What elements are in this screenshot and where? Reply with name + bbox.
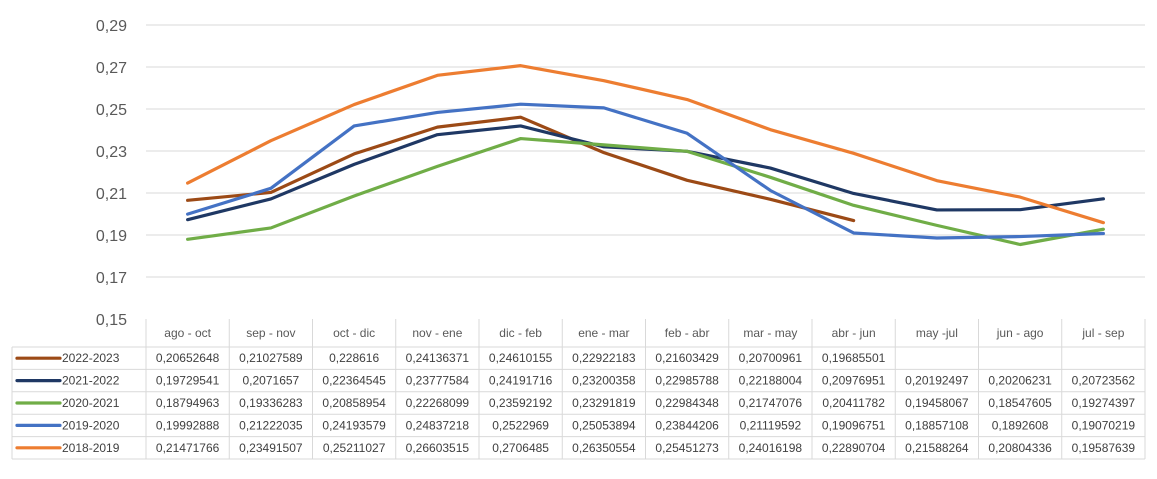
gridlines [146, 24, 1145, 278]
table-cell-value: 0,25211027 [323, 441, 386, 455]
series-name-label: 2019-2020 [62, 418, 120, 432]
x-category-label: mar - may [743, 326, 797, 340]
y-tick-label: 0,15 [96, 312, 127, 329]
table-cell-value: 0,19070219 [1072, 418, 1136, 432]
table-cell-value: 0,22984348 [655, 396, 719, 410]
x-category-label: dic - feb [499, 326, 542, 340]
x-category-label: may -jul [916, 326, 958, 340]
x-category-label: sep - nov [246, 326, 295, 340]
table-cell-value: 0,24193579 [322, 418, 386, 432]
table-cell-value: 0,21588264 [905, 441, 969, 455]
table-cell-value: 0,24016198 [739, 441, 803, 455]
table-cell-value: 0,21603429 [655, 351, 719, 365]
table-cell-value: 0,19729541 [156, 374, 220, 388]
table-cell-value: 0,20206231 [988, 374, 1052, 388]
y-tick-label: 0,21 [96, 186, 127, 203]
table-cell-value: 0,2071657 [243, 374, 300, 388]
table-cell-value: 0,2522969 [492, 418, 549, 432]
table-cell-value: 0,21027589 [239, 351, 303, 365]
y-axis-ticks: 0,15 0,17 0,19 0,21 0,23 0,25 0,27 0,29 [96, 18, 127, 329]
table-cell-value: 0,19096751 [822, 418, 886, 432]
table-cell-value: 0,23491507 [239, 441, 303, 455]
y-tick-label: 0,19 [96, 228, 127, 245]
table-cell-value: 0,228616 [329, 351, 379, 365]
table-cell-value: 0,24191716 [489, 374, 553, 388]
x-category-label: nov - ene [412, 326, 462, 340]
table-cell-value: 0,21222035 [239, 418, 303, 432]
table-cell-value: 0,20192497 [905, 374, 969, 388]
table-cell-value: 0,26603515 [406, 441, 470, 455]
y-tick-label: 0,27 [96, 60, 127, 77]
series-name-label: 2020-2021 [62, 396, 120, 410]
table-cell-value: 0,22364545 [322, 374, 386, 388]
x-category-label: ago - oct [164, 326, 211, 340]
table-cell-value: 0,19274397 [1072, 396, 1136, 410]
table-cell-value: 0,19992888 [156, 418, 220, 432]
series-line-2018-2019 [186, 64, 1105, 225]
table-cell-value: 0,23291819 [572, 396, 636, 410]
table-cell-value: 0,19336283 [239, 396, 303, 410]
table-cell-value: 0,21471766 [156, 441, 220, 455]
series-line-2020-2021 [186, 136, 1105, 247]
series-lines [186, 64, 1105, 247]
table-cell-value: 0,1892608 [992, 418, 1049, 432]
x-category-label: oct - dic [333, 326, 375, 340]
table-cell-value: 0,26350554 [572, 441, 636, 455]
table-cell-value: 0,18547605 [988, 396, 1052, 410]
x-category-label: abr - jun [832, 326, 876, 340]
table-cell-value: 0,23592192 [489, 396, 553, 410]
x-category-label: jun - ago [996, 326, 1044, 340]
series-name-label: 2022-2023 [62, 351, 120, 365]
table-cell-value: 0,21119592 [740, 418, 802, 432]
x-category-label: feb - abr [665, 326, 710, 340]
table-cell-value: 0,25053894 [572, 418, 636, 432]
series-name-label: 2018-2019 [62, 441, 120, 455]
table-cell-value: 0,20858954 [322, 396, 386, 410]
x-category-label: ene - mar [578, 326, 629, 340]
table-cell-value: 0,22268099 [406, 396, 470, 410]
table-cell-value: 0,22922183 [572, 351, 636, 365]
x-category-label: jul - sep [1081, 326, 1124, 340]
table-cell-value: 0,24837218 [406, 418, 470, 432]
table-cell-value: 0,23844206 [655, 418, 719, 432]
table-cell-value: 0,24136371 [406, 351, 470, 365]
table-cell-value: 0,2706485 [492, 441, 549, 455]
table-cell-value: 0,25451273 [655, 441, 719, 455]
table-cell-value: 0,22188004 [739, 374, 803, 388]
series-name-label: 2021-2022 [62, 374, 120, 388]
table-cell-value: 0,20700961 [739, 351, 803, 365]
table-cell-value: 0,19685501 [822, 351, 886, 365]
table-cell-value: 0,20976951 [822, 374, 886, 388]
table-cell-value: 0,19587639 [1072, 441, 1136, 455]
y-tick-label: 0,17 [96, 270, 127, 287]
table-cell-value: 0,20652648 [156, 351, 220, 365]
y-tick-label: 0,23 [96, 144, 127, 161]
table-cell-value: 0,22890704 [822, 441, 886, 455]
table-cell-value: 0,21747076 [739, 396, 803, 410]
data-table: ago - oct sep - nov oct - dic nov - ene dic … [11, 319, 1146, 460]
table-cell-value: 0,19458067 [905, 396, 969, 410]
table-cell-value: 0,20804336 [988, 441, 1052, 455]
table-cell-value: 0,24610155 [489, 351, 553, 365]
y-tick-label: 0,25 [96, 102, 127, 119]
table-cell-value: 0,18857108 [905, 418, 969, 432]
table-cell-value: 0,20411782 [822, 396, 885, 410]
table-cell-value: 0,23200358 [572, 374, 636, 388]
series-line-2019-2020 [186, 102, 1105, 240]
table-cell-value: 0,18794963 [156, 396, 220, 410]
y-tick-label: 0,29 [96, 18, 127, 35]
table-cell-value: 0,23777584 [406, 374, 470, 388]
table-cell-value: 0,20723562 [1072, 374, 1136, 388]
table-cell-value: 0,22985788 [655, 374, 719, 388]
series-line-2022-2023 [186, 115, 856, 223]
